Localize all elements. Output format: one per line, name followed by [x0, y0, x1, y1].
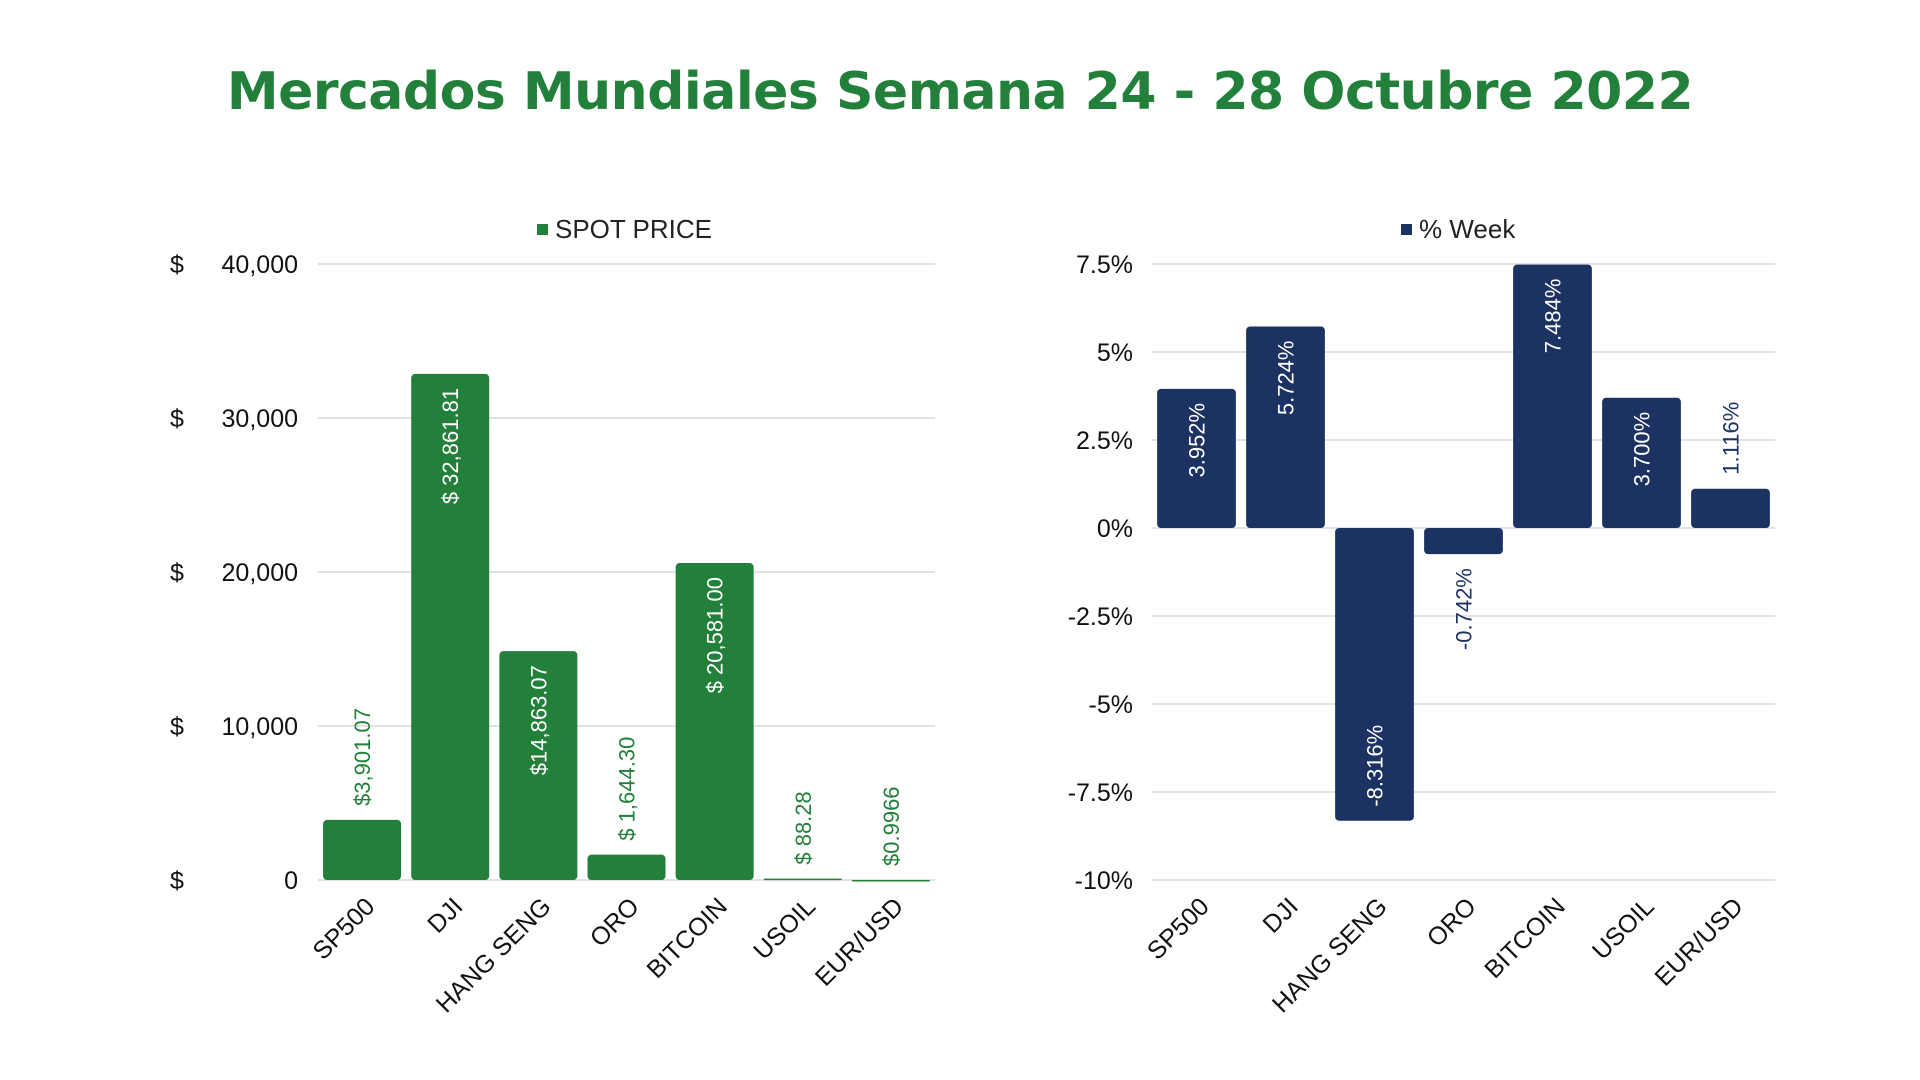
- spot-data-label: $14,863.07: [526, 665, 551, 775]
- week-category-label: USOIL: [1587, 892, 1660, 965]
- week-tick-label: 2.5%: [1076, 427, 1133, 455]
- spot-tick-prefix: $: [170, 867, 184, 895]
- week-data-label: -0.742%: [1452, 568, 1477, 650]
- week-bar-bitcoin: [1513, 264, 1592, 528]
- week-data-label: -8.316%: [1363, 725, 1388, 807]
- week-data-label: 1.116%: [1719, 402, 1744, 475]
- spot-tick-prefix: $: [170, 559, 184, 587]
- spot-category-label: ORO: [585, 892, 645, 952]
- spot-category-label: USOIL: [748, 892, 821, 965]
- week-tick-label: 0%: [1097, 515, 1133, 543]
- spot-legend-swatch: [537, 224, 548, 235]
- spot-bar-hang-seng: [499, 651, 578, 880]
- week-data-label: 7.484%: [1541, 279, 1566, 354]
- week-category-label: SP500: [1142, 892, 1215, 965]
- week-bar-sp500: [1157, 388, 1236, 528]
- spot-data-label: $ 20,581.00: [703, 577, 728, 693]
- week-bar-dji: [1246, 326, 1325, 528]
- week-data-label: 3.952%: [1185, 403, 1210, 478]
- spot-data-label: $ 1,644.30: [615, 737, 640, 841]
- spot-tick-label: 0: [284, 867, 298, 895]
- week-legend-label: % Week: [1419, 214, 1516, 244]
- spot-data-label: $3,901.07: [350, 708, 375, 806]
- spot-tick-prefix: $: [170, 251, 184, 279]
- week-tick-label: 5%: [1097, 339, 1133, 367]
- week-bar-usoil: [1602, 397, 1681, 528]
- spot-bar-sp500: [323, 819, 402, 880]
- week-change-chart: -10% -7.5% -5% -2.5% 0% 2.5% 5% 7.5% % Week 3.952…: [1068, 214, 1775, 1018]
- page-title: Mercados Mundiales Semana 24 - 28 Octubr…: [226, 62, 1694, 122]
- week-tick-label: -2.5%: [1068, 603, 1133, 631]
- spot-category-label: DJI: [422, 892, 468, 938]
- spot-bar-bitcoin: [675, 563, 754, 880]
- spot-legend-label: SPOT PRICE: [555, 214, 712, 244]
- spot-category-label: BITCOIN: [641, 892, 733, 984]
- spot-tick-prefix: $: [170, 713, 184, 741]
- spot-category-label: EUR/USD: [810, 892, 909, 991]
- week-data-label: 5.724%: [1274, 341, 1299, 416]
- spot-data-label: $0.9966: [879, 786, 904, 866]
- week-tick-label: -10%: [1075, 867, 1133, 895]
- spot-tick-label: 20,000: [222, 559, 298, 587]
- spot-bar-dji: [411, 373, 490, 880]
- spot-data-label: $ 88.28: [791, 791, 816, 864]
- spot-bar-oro: [587, 854, 666, 880]
- week-category-label: BITCOIN: [1479, 892, 1571, 984]
- week-bar-eur-usd: [1691, 488, 1770, 528]
- week-category-label: DJI: [1257, 892, 1303, 938]
- spot-data-label: $ 32,861.81: [438, 388, 463, 504]
- week-legend-swatch: [1401, 224, 1412, 235]
- spot-tick-prefix: $: [170, 405, 184, 433]
- spot-category-label: SP500: [307, 892, 380, 965]
- spot-tick-label: 10,000: [222, 713, 298, 741]
- spot-price-chart: $0 $ 10,000 $ 20,000 $ 30,000 $ 40,000 SPOT PRICE…: [170, 214, 935, 1018]
- spot-bar-eur-usd: [851, 879, 930, 882]
- week-tick-label: 7.5%: [1076, 251, 1133, 279]
- week-tick-label: -5%: [1089, 691, 1133, 719]
- week-data-label: 3.700%: [1630, 412, 1655, 487]
- week-category-label: EUR/USD: [1649, 892, 1748, 991]
- week-bar-oro: [1424, 528, 1503, 555]
- week-tick-label: -7.5%: [1068, 779, 1133, 807]
- spot-tick-label: 30,000: [222, 405, 298, 433]
- week-category-label: ORO: [1422, 892, 1482, 952]
- spot-tick-label: 40,000: [222, 251, 298, 279]
- spot-bar-usoil: [763, 878, 842, 881]
- week-bar-hang-seng: [1335, 528, 1414, 821]
